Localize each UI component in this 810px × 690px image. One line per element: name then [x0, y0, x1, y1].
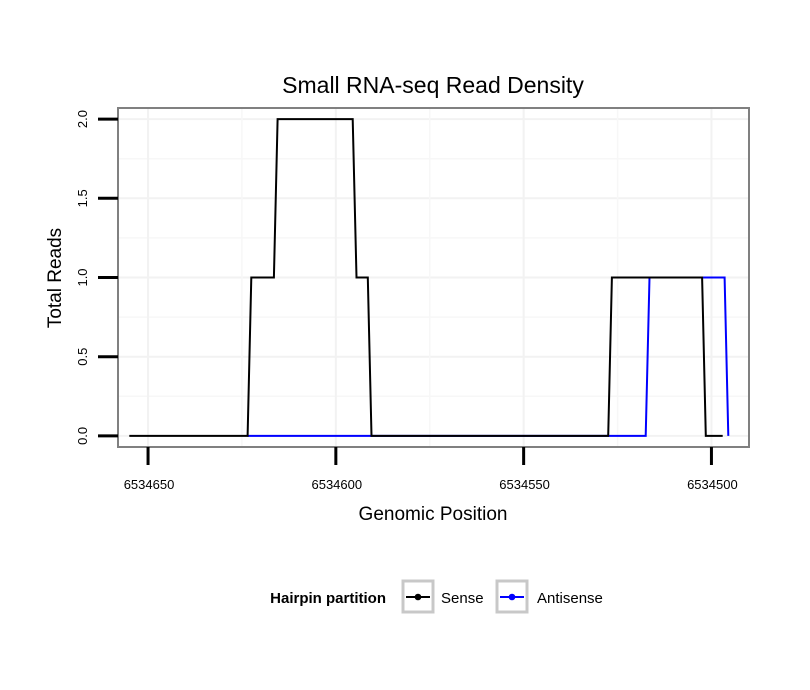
y-tick-label: 0.5 [75, 348, 90, 366]
legend-label-sense: Sense [441, 590, 484, 607]
y-tick-label: 2.0 [75, 110, 90, 128]
x-tick-label: 6534650 [124, 477, 175, 492]
y-tick-label: 1.5 [75, 189, 90, 207]
x-tick-label: 6534600 [311, 477, 362, 492]
y-axis-title: Total Reads [45, 228, 66, 328]
plot-grid [118, 108, 749, 447]
chart-title: Small RNA-seq Read Density [282, 72, 584, 98]
legend-title: Hairpin partition [270, 590, 386, 607]
x-axis-ticks: 6534650 6534600 6534550 6534500 [124, 447, 738, 492]
y-tick-label: 1.0 [75, 268, 90, 286]
y-tick-label: 0.0 [75, 427, 90, 445]
x-axis-title: Genomic Position [359, 504, 508, 525]
y-axis-ticks: 0.0 0.5 1.0 1.5 2.0 [75, 110, 118, 445]
x-tick-label: 6534500 [687, 477, 738, 492]
legend: Hairpin partition Sense Antisense [270, 579, 603, 614]
legend-label-antisense: Antisense [537, 590, 603, 607]
legend-dot-antisense [508, 593, 516, 601]
x-tick-label: 6534550 [499, 477, 550, 492]
legend-dot-sense [414, 593, 422, 601]
series-layer [129, 118, 730, 437]
series-line-sense [129, 118, 723, 437]
series-line-antisense [247, 276, 730, 437]
